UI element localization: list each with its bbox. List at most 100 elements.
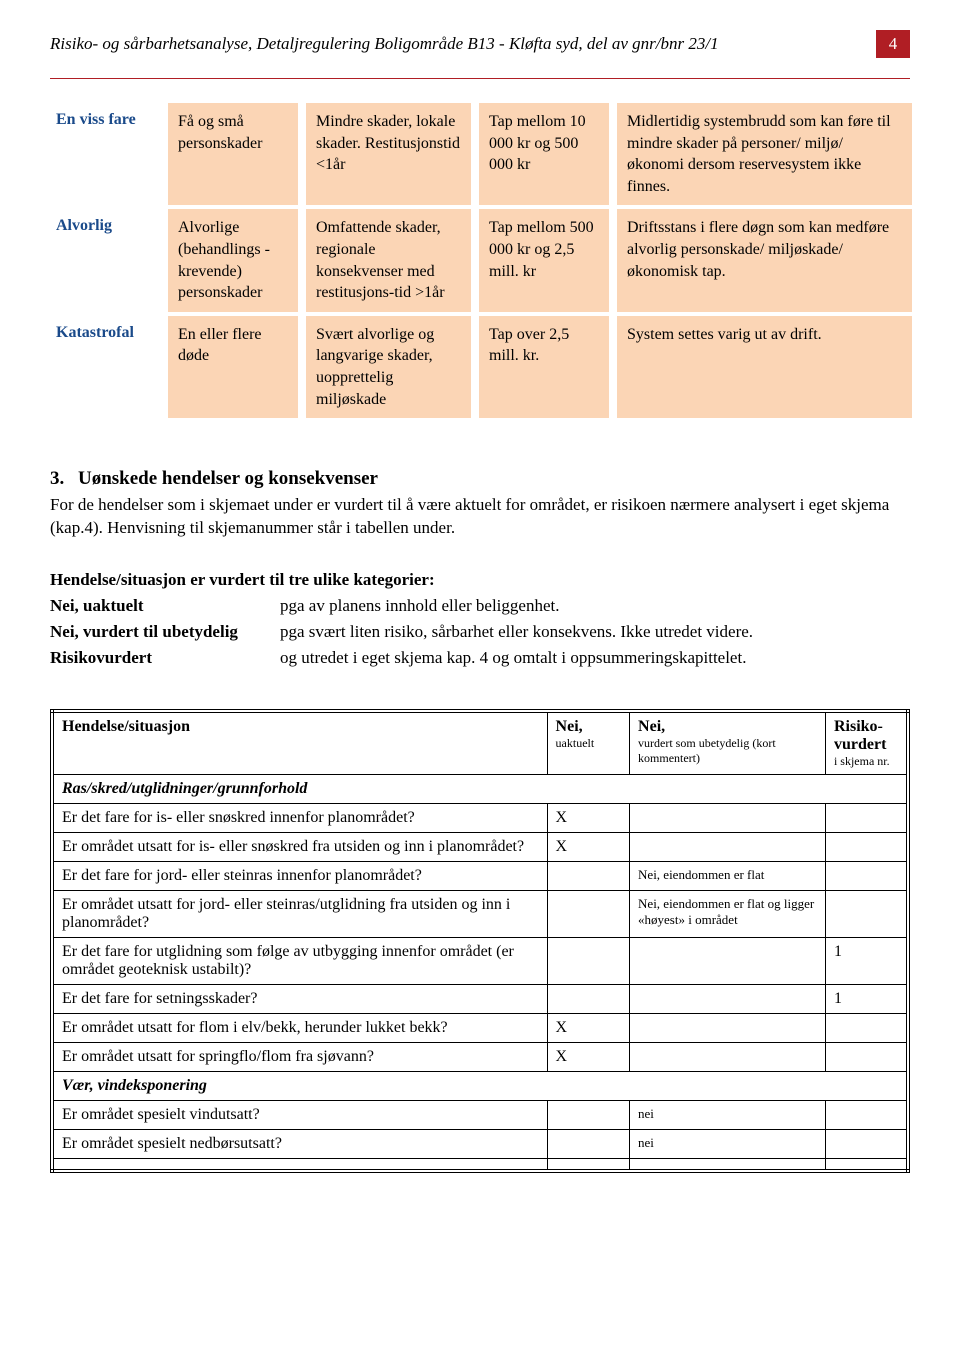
ubetydelig-cell xyxy=(630,1043,826,1072)
th-ubetydelig: Nei, vurdert som ubetydelig (kort kommen… xyxy=(630,711,826,775)
table-header-row: Hendelse/situasjon Nei, uaktuelt Nei, vu… xyxy=(52,711,908,775)
table-row: Er det fare for setningsskader? 1 xyxy=(52,985,908,1014)
header-title: Risiko- og sårbarhetsanalyse, Detaljregu… xyxy=(50,30,876,58)
uaktuelt-cell xyxy=(547,1101,630,1130)
definition-row: Nei, vurdert til ubetydelig pga svært li… xyxy=(50,620,910,644)
conseq-cell: Få og små personskader xyxy=(168,103,298,205)
section-title-cell: Ras/skred/utglidninger/grunnforhold xyxy=(52,775,908,804)
page: Risiko- og sårbarhetsanalyse, Detaljregu… xyxy=(0,0,960,1223)
table-row: Er området utsatt for jord- eller steinr… xyxy=(52,891,908,938)
uaktuelt-cell xyxy=(547,985,630,1014)
table-row: Er området utsatt for flom i elv/bekk, h… xyxy=(52,1014,908,1043)
conseq-cell: Driftsstans i flere døgn som kan medføre… xyxy=(617,209,912,311)
conseq-cell: Svært alvorlige og langvarige skader, uo… xyxy=(306,316,471,418)
page-header: Risiko- og sårbarhetsanalyse, Detaljregu… xyxy=(50,30,910,58)
question-cell: Er området spesielt vindutsatt? xyxy=(52,1101,547,1130)
definition-row: Nei, uaktuelt pga av planens innhold ell… xyxy=(50,594,910,618)
conseq-cell: Tap over 2,5 mill. kr. xyxy=(479,316,609,418)
risiko-cell xyxy=(825,804,908,833)
consequence-table: En viss fare Få og små personskader Mind… xyxy=(50,103,910,418)
uaktuelt-cell: X xyxy=(547,1014,630,1043)
ubetydelig-cell xyxy=(630,804,826,833)
question-cell: Er området spesielt nedbørsutsatt? xyxy=(52,1130,547,1159)
definition-desc: pga svært liten risiko, sårbarhet eller … xyxy=(280,620,910,644)
risiko-cell: 1 xyxy=(825,985,908,1014)
th-risiko-sub: i skjema nr. xyxy=(834,754,898,769)
conseq-row-label: En viss fare xyxy=(50,103,160,205)
risiko-cell xyxy=(825,833,908,862)
table-row: Er det fare for is- eller snøskred innen… xyxy=(52,804,908,833)
th-uaktuelt: Nei, uaktuelt xyxy=(547,711,630,775)
section-number: 3. xyxy=(50,468,78,490)
section-3-intro: For de hendelser som i skjemaet under er… xyxy=(50,494,910,540)
section-3-heading: 3.Uønskede hendelser og konsekvenser xyxy=(50,468,910,490)
definition-desc: pga av planens innhold eller beliggenhet… xyxy=(280,594,910,618)
uaktuelt-cell xyxy=(547,862,630,891)
risiko-cell xyxy=(825,862,908,891)
th-risiko: Risiko-vurdert i skjema nr. xyxy=(825,711,908,775)
risiko-cell xyxy=(825,1043,908,1072)
conseq-cell: Tap mellom 500 000 kr og 2,5 mill. kr xyxy=(479,209,609,311)
uaktuelt-cell xyxy=(547,938,630,985)
conseq-cell: Midlertidig systembrudd som kan føre til… xyxy=(617,103,912,205)
th-situation: Hendelse/situasjon xyxy=(52,711,547,775)
ubetydelig-cell xyxy=(630,938,826,985)
uaktuelt-cell: X xyxy=(547,804,630,833)
ubetydelig-cell xyxy=(630,833,826,862)
table-row: Er området spesielt vindutsatt? nei xyxy=(52,1101,908,1130)
th-ubetydelig-sub: vurdert som ubetydelig (kort kommentert) xyxy=(638,736,817,766)
conseq-cell: System settes varig ut av drift. xyxy=(617,316,912,418)
ubetydelig-cell: Nei, eiendommen er flat xyxy=(630,862,826,891)
question-cell: Er området utsatt for springflo/flom fra… xyxy=(52,1043,547,1072)
uaktuelt-cell xyxy=(547,891,630,938)
question-cell: Er det fare for jord- eller steinras inn… xyxy=(52,862,547,891)
table-row: Er området utsatt for springflo/flom fra… xyxy=(52,1043,908,1072)
risiko-cell: 1 xyxy=(825,938,908,985)
categories-heading: Hendelse/situasjon er vurdert til tre ul… xyxy=(50,570,910,590)
table-row: Er det fare for utglidning som følge av … xyxy=(52,938,908,985)
th-uaktuelt-sub: uaktuelt xyxy=(556,736,622,751)
table-row: Er området utsatt for is- eller snøskred… xyxy=(52,833,908,862)
ubetydelig-cell xyxy=(630,985,826,1014)
conseq-cell: Alvorlige (behandlings -krevende) person… xyxy=(168,209,298,311)
ubetydelig-cell: nei xyxy=(630,1130,826,1159)
table-row: Er området spesielt nedbørsutsatt? nei xyxy=(52,1130,908,1159)
table-section-row: Vær, vindeksponering xyxy=(52,1072,908,1101)
question-cell: Er det fare for utglidning som følge av … xyxy=(52,938,547,985)
definition-term: Nei, vurdert til ubetydelig xyxy=(50,620,280,644)
risk-assessment-table: Hendelse/situasjon Nei, uaktuelt Nei, vu… xyxy=(50,709,910,1173)
uaktuelt-cell: X xyxy=(547,833,630,862)
risiko-cell xyxy=(825,1014,908,1043)
th-risiko-main: Risiko-vurdert xyxy=(834,718,886,753)
risiko-cell xyxy=(825,1130,908,1159)
ubetydelig-cell: nei xyxy=(630,1101,826,1130)
definition-term: Risikovurdert xyxy=(50,646,280,670)
uaktuelt-cell xyxy=(547,1130,630,1159)
definition-row: Risikovurdert og utredet i eget skjema k… xyxy=(50,646,910,670)
th-ubetydelig-main: Nei, xyxy=(638,718,665,735)
conseq-cell: Omfattende skader, regionale konsekvense… xyxy=(306,209,471,311)
page-number: 4 xyxy=(876,30,910,58)
risiko-cell xyxy=(825,1101,908,1130)
risiko-cell xyxy=(825,891,908,938)
ubetydelig-cell xyxy=(630,1014,826,1043)
conseq-row-label: Katastrofal xyxy=(50,316,160,418)
header-rule xyxy=(50,78,910,79)
definition-term: Nei, uaktuelt xyxy=(50,594,280,618)
conseq-cell: Mindre skader, lokale skader. Restitusjo… xyxy=(306,103,471,205)
table-row: Er det fare for jord- eller steinras inn… xyxy=(52,862,908,891)
uaktuelt-cell: X xyxy=(547,1043,630,1072)
ubetydelig-cell: Nei, eiendommen er flat og ligger «høyes… xyxy=(630,891,826,938)
conseq-cell: En eller flere døde xyxy=(168,316,298,418)
section-title: Uønskede hendelser og konsekvenser xyxy=(78,468,378,489)
definitions-list: Nei, uaktuelt pga av planens innhold ell… xyxy=(50,594,910,669)
section-title-cell: Vær, vindeksponering xyxy=(52,1072,908,1101)
question-cell: Er det fare for is- eller snøskred innen… xyxy=(52,804,547,833)
question-cell: Er det fare for setningsskader? xyxy=(52,985,547,1014)
table-section-row: Ras/skred/utglidninger/grunnforhold xyxy=(52,775,908,804)
table-row xyxy=(52,1159,908,1172)
conseq-cell: Tap mellom 10 000 kr og 500 000 kr xyxy=(479,103,609,205)
conseq-row-label: Alvorlig xyxy=(50,209,160,311)
question-cell: Er området utsatt for flom i elv/bekk, h… xyxy=(52,1014,547,1043)
th-uaktuelt-main: Nei, xyxy=(556,718,583,735)
